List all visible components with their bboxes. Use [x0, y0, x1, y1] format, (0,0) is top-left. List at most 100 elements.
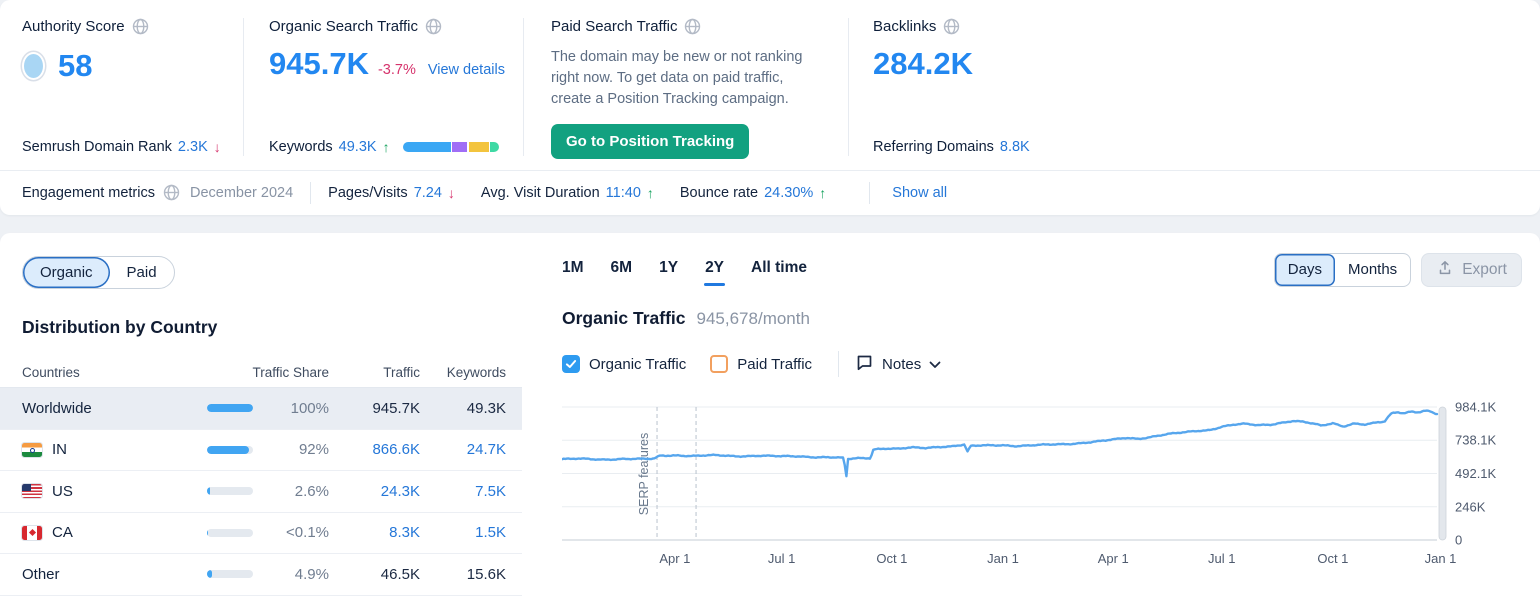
divider	[869, 181, 871, 204]
col-traffic-share: Traffic Share	[252, 364, 329, 380]
keyword-intent-segment	[490, 142, 500, 152]
range-tabs: 1M 6M 1Y 2Y All time	[562, 259, 1522, 286]
x-axis-label: Jul 1	[1208, 551, 1235, 566]
traffic-chart[interactable]: 984.1K 738.1K 492.1K 246K 0 Apr 1 Jul 1 Oct 1 Ja…	[560, 390, 1520, 582]
traffic-share-bar	[207, 528, 253, 537]
view-details-link[interactable]: View details	[427, 62, 505, 78]
paid-traffic-panel: Paid Search Traffic The domain may be ne…	[523, 0, 848, 170]
range-tab-all-time[interactable]: All time	[751, 259, 808, 276]
legend-organic-traffic[interactable]: Organic Traffic	[562, 355, 686, 373]
country-table-header: Countries Traffic Share Traffic Keywords	[0, 357, 522, 388]
engagement-metrics-bar: Engagement metrics December 2024 Pages/V…	[0, 170, 1540, 214]
keywords-value[interactable]: 15.6K	[466, 565, 506, 583]
engagement-metrics-title: Engagement metrics	[22, 184, 155, 201]
panel-divider	[523, 18, 524, 156]
range-tab-6m[interactable]: 6M	[610, 259, 633, 276]
domain-rank-value[interactable]: 2.3K	[177, 139, 208, 155]
chart-legend: Organic Traffic Paid Traffic Notes	[562, 351, 1522, 377]
y-axis-label: 0	[1455, 533, 1462, 548]
range-tab-1y[interactable]: 1Y	[659, 259, 679, 276]
traffic-share-value: <0.1%	[286, 524, 329, 542]
tab-paid[interactable]: Paid	[126, 264, 157, 281]
info-icon[interactable]	[163, 184, 180, 201]
keywords-value[interactable]: 7.5K	[475, 482, 506, 500]
divider	[310, 181, 312, 204]
table-row[interactable]: US 2.6% 24.3K 7.5K	[0, 471, 522, 513]
authority-score-gauge-icon	[22, 52, 45, 80]
traffic-value[interactable]: 8.3K	[389, 524, 420, 542]
traffic-share-value: 92%	[298, 441, 329, 459]
chart-controls: Days Months Export	[1273, 253, 1522, 287]
x-axis-label: Oct 1	[876, 551, 907, 566]
backlinks-panel: Backlinks 284.2K Referring Domains 8.8K	[848, 0, 1540, 170]
chart-title: Organic Traffic	[562, 308, 686, 328]
traffic-value[interactable]: 945.7K	[372, 399, 420, 417]
range-tab-2y[interactable]: 2Y	[704, 259, 725, 286]
panel-divider	[243, 18, 244, 156]
country-distribution-section: Organic Paid Distribution by Country Cou…	[0, 233, 522, 596]
country-flag-icon	[22, 525, 42, 540]
overview-metrics-card: Authority Score 58 Semrush Domain Rank 2…	[0, 0, 1540, 215]
toggle-days[interactable]: Days	[1274, 254, 1335, 286]
chart-scrollbar-handle[interactable]	[1438, 406, 1447, 541]
keywords-value[interactable]: 49.3K	[466, 399, 506, 417]
col-keywords: Keywords	[446, 364, 506, 380]
info-icon[interactable]	[425, 18, 442, 35]
pages-visits-label: Pages/Visits	[328, 184, 408, 201]
checkbox-unchecked-icon[interactable]	[710, 355, 729, 373]
show-all-link[interactable]: Show all	[892, 184, 948, 201]
trend-arrow-icon: ↓	[213, 139, 221, 155]
col-traffic: Traffic	[383, 364, 420, 380]
organic-traffic-title: Organic Search Traffic	[269, 18, 418, 35]
days-months-toggle: Days Months	[1273, 253, 1412, 287]
organic-paid-toggle: Organic Paid	[22, 256, 175, 289]
traffic-share-bar	[207, 404, 253, 413]
position-tracking-button[interactable]: Go to Position Tracking	[551, 124, 750, 160]
referring-domains-label: Referring Domains	[873, 139, 994, 155]
legend-organic-label: Organic Traffic	[589, 355, 687, 373]
table-row[interactable]: Other 4.9% 46.5K 15.6K	[0, 554, 522, 596]
x-axis-label: Jan 1	[1425, 551, 1457, 566]
panel-divider	[848, 18, 849, 156]
notes-dropdown[interactable]: Notes	[855, 353, 941, 376]
chart-subtitle: 945,678/month	[696, 309, 810, 328]
range-tab-1m[interactable]: 1M	[562, 259, 584, 276]
traffic-share-bar	[207, 570, 253, 579]
tab-organic[interactable]: Organic	[23, 257, 110, 288]
country-name: CA	[52, 524, 73, 542]
x-axis-label: Apr 1	[659, 551, 690, 566]
export-button[interactable]: Export	[1421, 253, 1522, 287]
checkbox-checked-icon[interactable]	[562, 355, 580, 373]
table-row[interactable]: IN 92% 866.6K 24.7K	[0, 430, 522, 471]
authority-score-value: 58	[58, 48, 93, 83]
info-icon[interactable]	[132, 18, 149, 35]
table-row[interactable]: CA <0.1% 8.3K 1.5K	[0, 513, 522, 554]
traffic-share-bar	[207, 445, 253, 454]
keywords-value[interactable]: 49.3K	[338, 139, 377, 155]
organic-traffic-change: -3.7%	[377, 62, 416, 78]
info-icon[interactable]	[943, 18, 960, 35]
toggle-months[interactable]: Months	[1347, 261, 1398, 278]
traffic-value[interactable]: 866.6K	[372, 441, 420, 459]
keywords-intent-bar	[402, 142, 500, 152]
traffic-value[interactable]: 46.5K	[380, 565, 420, 583]
trend-arrow-icon: ↓	[447, 184, 455, 201]
table-row[interactable]: Worldwide 100% 945.7K 49.3K	[0, 388, 522, 430]
paid-traffic-description: The domain may be new or not ranking rig…	[551, 49, 803, 108]
organic-traffic-line	[560, 409, 1439, 478]
keyword-intent-segment	[402, 142, 451, 152]
keywords-value[interactable]: 24.7K	[466, 441, 506, 459]
traffic-value[interactable]: 24.3K	[380, 482, 420, 500]
backlinks-value: 284.2K	[873, 46, 973, 81]
legend-paid-label: Paid Traffic	[737, 355, 813, 373]
keywords-value[interactable]: 1.5K	[475, 524, 506, 542]
visit-duration-label: Avg. Visit Duration	[480, 184, 600, 201]
traffic-share-value: 100%	[290, 399, 329, 417]
referring-domains-value[interactable]: 8.8K	[999, 139, 1030, 155]
country-table-body: Worldwide 100% 945.7K 49.3K IN 92% 866.6…	[0, 388, 522, 596]
country-table: Countries Traffic Share Traffic Keywords…	[0, 357, 522, 596]
info-icon[interactable]	[684, 18, 701, 35]
legend-paid-traffic[interactable]: Paid Traffic	[710, 355, 812, 373]
paid-traffic-title: Paid Search Traffic	[551, 18, 678, 35]
